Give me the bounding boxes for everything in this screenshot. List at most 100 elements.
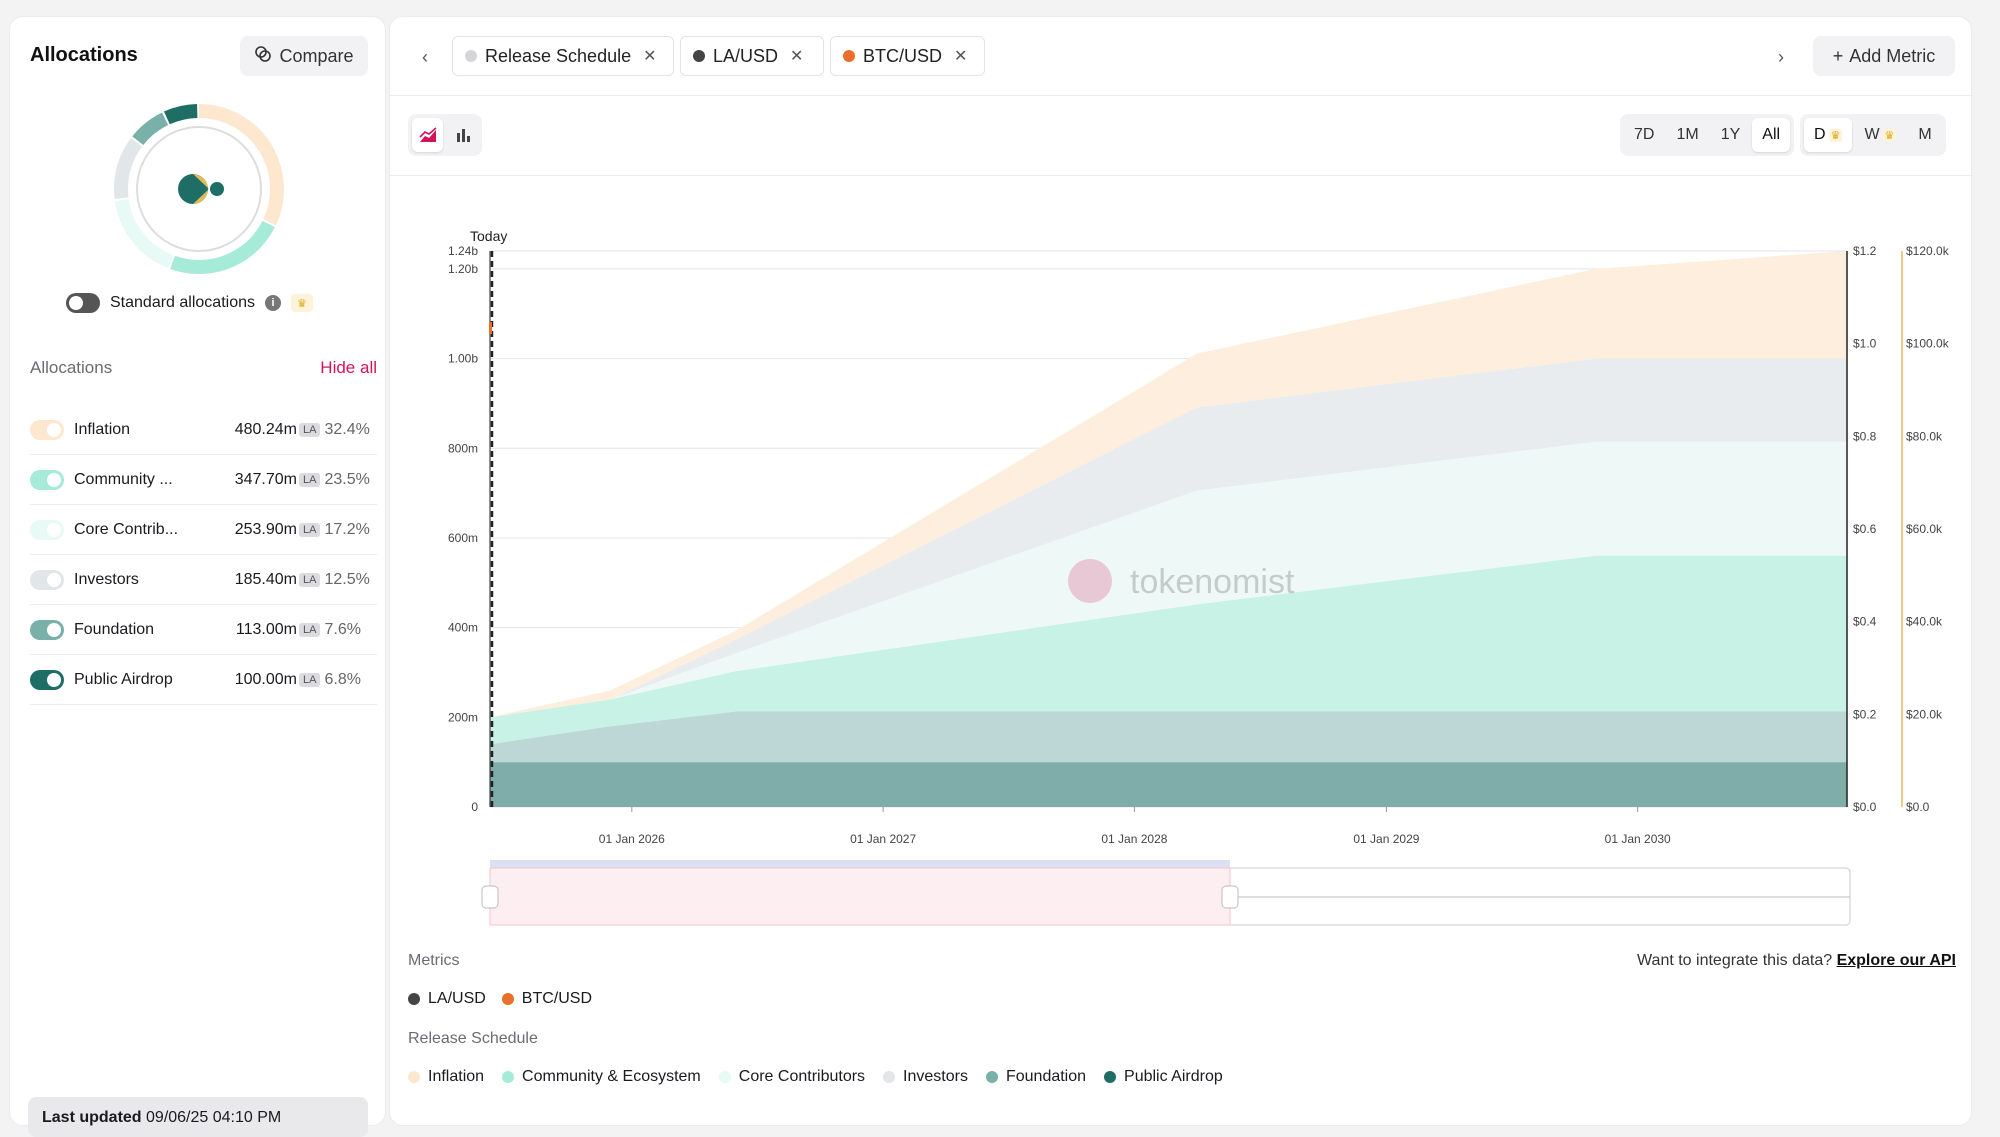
chevron-left-icon[interactable]: ‹ [422, 47, 428, 67]
x-tick-label: 01 Jan 2028 [1101, 832, 1167, 846]
last-updated-label: Last updated [42, 1109, 142, 1126]
legend-item-inflation[interactable]: Inflation [408, 1068, 484, 1086]
standard-allocations-label: Standard allocations [110, 294, 255, 311]
allocation-toggle[interactable] [30, 669, 64, 690]
slider-handle-right[interactable] [1221, 885, 1239, 909]
legend-label: Foundation [1005, 1068, 1087, 1085]
allocation-name: Inflation [74, 420, 131, 438]
legend-label: BTC/USD [521, 990, 593, 1007]
legend-item-community[interactable]: Community & Ecosystem [502, 1068, 701, 1086]
slider-handle-left[interactable] [481, 885, 499, 909]
range-7d-button[interactable]: 7D [1634, 126, 1655, 143]
last-updated-value: 09/06/25 04:10 PM [146, 1109, 282, 1126]
range-1y-button[interactable]: 1Y [1720, 126, 1741, 143]
legend-item-la-usd[interactable]: LA/USD [408, 990, 486, 1008]
crown-icon: ♛ [290, 294, 313, 312]
granularity-week-button[interactable]: W ♛ [1854, 118, 1906, 152]
tab-la-usd[interactable]: LA/USD ✕ [680, 36, 824, 76]
metric-tabs: ‹ Release Schedule ✕ LA/USD ✕ BTC/USD ✕ … [390, 17, 1973, 96]
range-all-button[interactable]: All [1752, 118, 1791, 152]
list-item: Investors 185.40m LA 12.5% [30, 555, 377, 605]
panel-title: Allocations [30, 44, 138, 66]
watermark-text: tokenomist [1130, 563, 1295, 601]
tokenomist-logo: tokenomist [1068, 559, 1295, 603]
allocation-toggle[interactable] [30, 519, 64, 540]
add-metric-label: Add Metric [1849, 45, 1936, 66]
list-item: Public Airdrop 100.00m LA 6.8% [30, 655, 377, 705]
y-right-tick-label: $0.4 [1853, 615, 1877, 629]
granularity-month-button[interactable]: M [1908, 118, 1941, 152]
x-tick-label: 01 Jan 2027 [850, 832, 916, 846]
legend-label: Community & Ecosystem [522, 1068, 701, 1085]
legend-item-core-contributors[interactable]: Core Contributors [718, 1068, 866, 1086]
y-tick-label: 200m [448, 710, 478, 724]
hide-all-button[interactable]: Hide all [320, 358, 377, 377]
y-tick-label: 1.24b [448, 244, 478, 258]
allocation-amount: 480.24m [234, 420, 297, 438]
allocation-name: Foundation [74, 620, 155, 638]
close-icon[interactable]: ✕ [643, 48, 657, 65]
y-right2-tick-label: $60.0k [1906, 522, 1943, 536]
x-tick-label: 01 Jan 2030 [1605, 832, 1671, 846]
legend-item-btc-usd[interactable]: BTC/USD [501, 990, 593, 1008]
granularity-day-button[interactable]: D ♛ [1804, 118, 1853, 152]
token-unit-badge: LA [299, 522, 321, 537]
list-item: Core Contrib... 253.90m LA 17.2% [30, 505, 377, 555]
chart-panel: ‹ Release Schedule ✕ LA/USD ✕ BTC/USD ✕ … [389, 16, 1973, 1126]
bar-chart-icon[interactable] [447, 118, 478, 152]
y-tick-label: 400m [448, 621, 478, 635]
area-chart-icon[interactable] [412, 118, 443, 152]
compare-label: Compare [279, 45, 354, 66]
y-right2-tick-label: $20.0k [1906, 707, 1943, 721]
allocations-header-label: Allocations [30, 358, 113, 377]
add-metric-button[interactable]: + Add Metric [1813, 36, 1955, 76]
standard-allocations-row: Standard allocations i ♛ [66, 293, 313, 313]
allocation-toggle[interactable] [30, 569, 64, 590]
range-slider[interactable] [481, 860, 1851, 926]
explore-api-link[interactable]: Explore our API [1836, 952, 1956, 969]
tab-color-dot [693, 50, 705, 62]
standard-allocations-toggle[interactable] [66, 293, 100, 313]
token-unit-badge: LA [299, 472, 321, 487]
legend-item-public-airdrop[interactable]: Public Airdrop [1104, 1068, 1223, 1086]
close-icon[interactable]: ✕ [954, 48, 968, 65]
info-icon[interactable]: i [264, 295, 281, 311]
donut-segment [114, 104, 284, 274]
compare-button[interactable]: Compare [240, 36, 368, 76]
crown-icon: ♛ [1882, 128, 1897, 142]
y-right-tick-label: $0.8 [1853, 429, 1877, 443]
last-updated: Last updated 09/06/25 04:10 PM [28, 1097, 368, 1137]
compare-icon [254, 45, 272, 68]
allocation-toggle[interactable] [30, 419, 64, 440]
tab-label: BTC/USD [863, 45, 943, 66]
tab-btc-usd[interactable]: BTC/USD ✕ [830, 36, 985, 76]
y-tick-label: 1.00b [448, 352, 478, 366]
allocation-toggle[interactable] [30, 469, 64, 490]
donut-segment [114, 104, 284, 274]
y-tick-label: 0 [471, 800, 478, 814]
allocation-name: Core Contrib... [74, 520, 179, 538]
chevron-right-icon[interactable]: › [1778, 47, 1784, 67]
x-tick-label: 01 Jan 2029 [1353, 832, 1419, 846]
allocation-amount: 185.40m [234, 570, 297, 588]
y-right-tick-label: $0.6 [1853, 522, 1877, 536]
granularity-label: D [1814, 126, 1826, 143]
range-1m-button[interactable]: 1M [1676, 126, 1699, 143]
allocation-name: Investors [74, 570, 139, 588]
legend-item-foundation[interactable]: Foundation [985, 1068, 1087, 1086]
legend-label: Core Contributors [738, 1068, 866, 1085]
legend-item-investors[interactable]: Investors [883, 1068, 968, 1086]
allocation-toggle[interactable] [30, 619, 64, 640]
allocation-percent: 7.6% [324, 620, 361, 638]
tab-release-schedule[interactable]: Release Schedule ✕ [452, 36, 674, 76]
y-right2-tick-label: $100.0k [1906, 337, 1950, 351]
y-right-tick-label: $0.2 [1853, 707, 1877, 721]
allocation-percent: 6.8% [324, 670, 361, 688]
tab-color-dot [843, 50, 855, 62]
area-series [490, 358, 1847, 718]
legend-label: Investors [903, 1068, 968, 1085]
list-item: Foundation 113.00m LA 7.6% [30, 605, 377, 655]
area-series [490, 762, 1847, 807]
close-icon[interactable]: ✕ [790, 48, 804, 65]
allocation-percent: 32.4% [324, 420, 370, 438]
